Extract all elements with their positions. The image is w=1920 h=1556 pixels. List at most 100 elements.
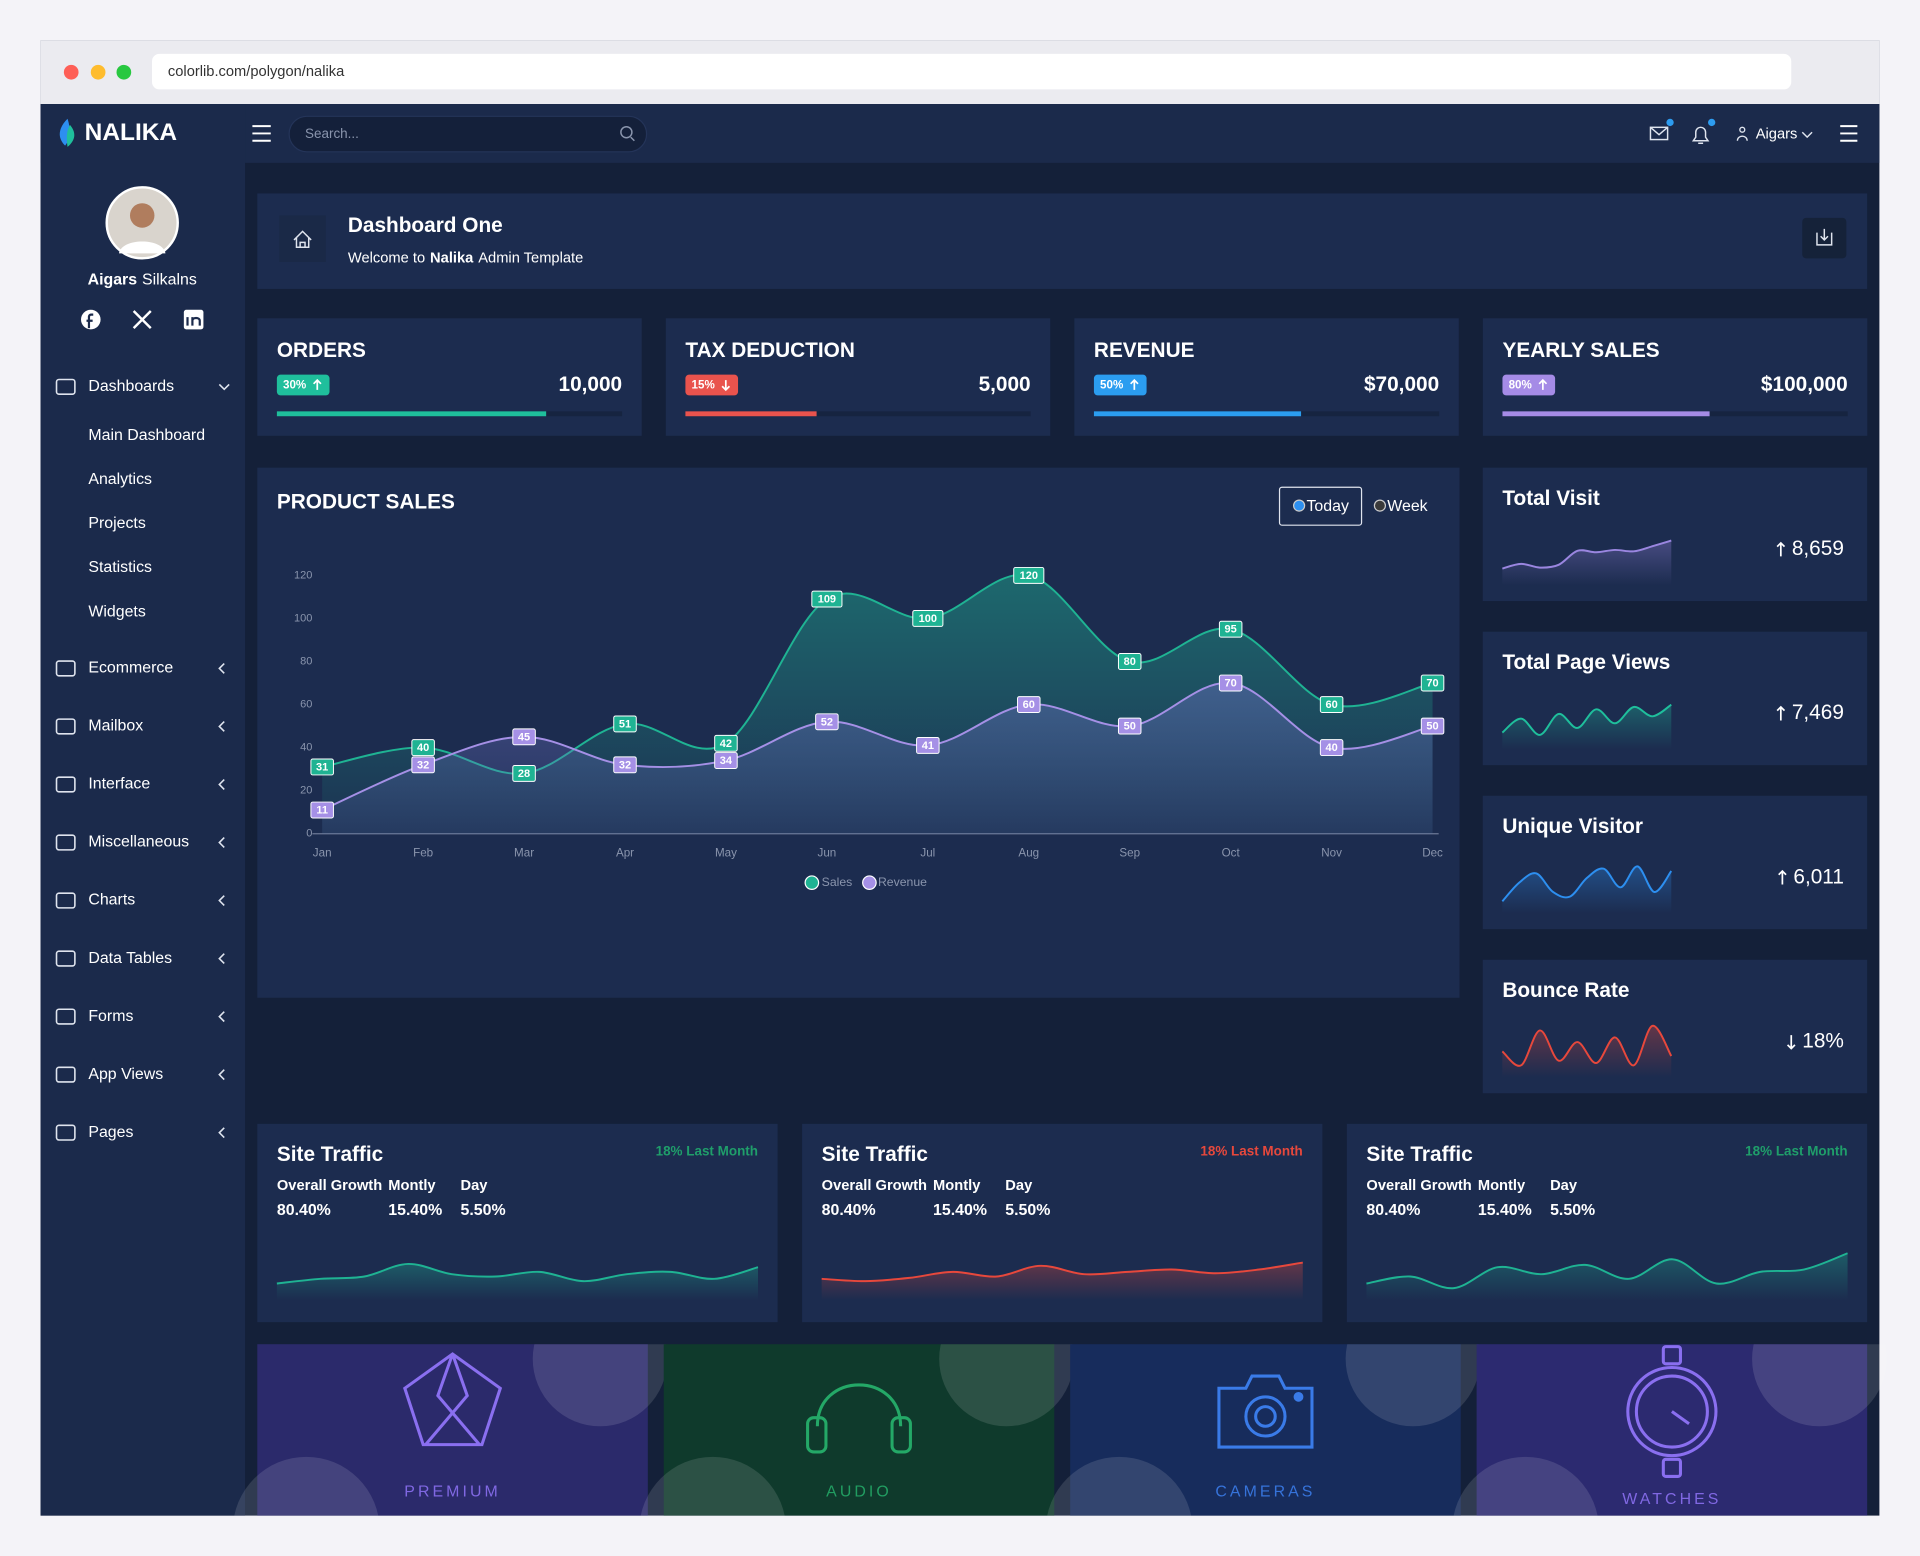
tile-label[interactable]: WATCHES xyxy=(1622,1491,1721,1508)
metric-value: 5.50% xyxy=(461,1202,506,1219)
nav-chevron[interactable] xyxy=(218,1011,225,1023)
nav-icon xyxy=(55,1124,76,1141)
nav-chevron[interactable] xyxy=(218,1127,225,1139)
nav-chevron[interactable] xyxy=(218,1069,225,1081)
stat-trend-arrow xyxy=(721,380,731,392)
category-tile[interactable] xyxy=(1070,1344,1461,1516)
bell-icon[interactable] xyxy=(1691,126,1710,144)
toggle-label[interactable]: Today xyxy=(1306,498,1348,515)
data-label-box xyxy=(613,756,637,774)
metric-value: 80.40% xyxy=(822,1202,876,1219)
category-tile[interactable] xyxy=(257,1344,648,1516)
stat-badge-text: 80% xyxy=(1509,379,1533,392)
data-label: 70 xyxy=(1426,678,1438,690)
category-tile[interactable] xyxy=(1476,1344,1868,1516)
nav-subitem[interactable]: Widgets xyxy=(88,603,146,620)
camera-icon xyxy=(1217,1374,1314,1449)
download-icon xyxy=(1816,228,1833,246)
x-tick-label: Jan xyxy=(313,846,332,859)
y-tick-label: 80 xyxy=(300,655,312,667)
toggle-label[interactable]: Week xyxy=(1387,498,1427,515)
nav-item[interactable]: Pages xyxy=(88,1124,133,1141)
tile-bubble xyxy=(939,1344,1074,1427)
user-name[interactable]: Aigars xyxy=(1756,127,1798,143)
nav-item[interactable]: Mailbox xyxy=(88,718,143,735)
brand-name[interactable]: NALIKA xyxy=(85,119,178,146)
tile-label[interactable]: AUDIO xyxy=(826,1484,892,1501)
stat-title: YEARLY SALES xyxy=(1502,339,1659,362)
logo-mark xyxy=(66,124,75,147)
progress-bar xyxy=(1093,411,1302,417)
nav-subitem[interactable]: Analytics xyxy=(88,471,152,488)
tile-bubble xyxy=(1345,1344,1481,1427)
nav-chevron[interactable] xyxy=(218,721,225,732)
traffic-title: Site Traffic xyxy=(822,1143,928,1166)
options-menu[interactable] xyxy=(1840,125,1858,142)
mail-icon[interactable] xyxy=(1649,126,1669,141)
stat-title: REVENUE xyxy=(1094,339,1195,362)
stat-trend-arrow xyxy=(312,378,322,390)
nav-icon xyxy=(55,1066,76,1083)
nav-chevron[interactable] xyxy=(218,953,225,965)
tile-decor xyxy=(1453,1344,1887,1516)
address-bar[interactable] xyxy=(152,53,1792,90)
nav-subitem[interactable]: Main Dashboard xyxy=(88,427,205,444)
bell-dot xyxy=(1708,118,1716,127)
nav-item[interactable]: Dashboards xyxy=(88,378,174,395)
data-label: 80 xyxy=(1124,656,1136,668)
metric-value: 80.40% xyxy=(1366,1202,1420,1219)
toggle-radio[interactable] xyxy=(1292,499,1306,512)
nav-item[interactable]: Miscellaneous xyxy=(88,834,189,851)
summary-trend-arrow xyxy=(1776,541,1786,557)
nav-item[interactable]: Charts xyxy=(88,892,135,909)
nav-subitem[interactable]: Projects xyxy=(88,515,146,532)
data-label: 51 xyxy=(619,718,631,730)
data-label: 120 xyxy=(1020,570,1038,582)
data-label: 11 xyxy=(316,805,328,817)
data-label: 40 xyxy=(1325,742,1337,754)
nav-item[interactable]: Data Tables xyxy=(88,950,172,967)
watch-face-inner xyxy=(1634,1374,1709,1449)
search-input[interactable] xyxy=(288,115,648,153)
nav-chevron[interactable] xyxy=(218,837,225,848)
nav-subitem[interactable]: Statistics xyxy=(88,559,152,576)
user-chevron[interactable] xyxy=(1801,131,1813,139)
tile-label[interactable]: CAMERAS xyxy=(1215,1484,1315,1501)
nav-chevron[interactable] xyxy=(218,383,230,391)
nav-item[interactable]: App Views xyxy=(88,1066,163,1083)
x-tick-label: Mar xyxy=(514,846,534,859)
traffic-change: 18% Last Month xyxy=(1200,1144,1302,1159)
nav-chevron[interactable] xyxy=(218,662,225,674)
window-button[interactable] xyxy=(116,64,132,80)
legend-swatch xyxy=(862,875,877,891)
x-icon[interactable] xyxy=(132,310,152,329)
profile-first-name: Aigars xyxy=(88,272,138,289)
summary-trend-arrow xyxy=(1776,705,1786,721)
nav-item[interactable]: Forms xyxy=(88,1008,133,1025)
home-icon xyxy=(293,230,312,249)
x-tick-label: Jun xyxy=(818,846,837,859)
search-icon[interactable] xyxy=(620,126,635,142)
category-tile[interactable] xyxy=(663,1344,1055,1516)
toggle-radio[interactable] xyxy=(1373,499,1387,512)
mail-dot xyxy=(1666,118,1674,127)
tile-bubble xyxy=(1453,1456,1598,1516)
sparkline-area xyxy=(276,1263,759,1301)
menu-toggle[interactable] xyxy=(252,125,271,142)
tile-label[interactable]: PREMIUM xyxy=(404,1484,501,1501)
sparkline-area xyxy=(1366,1253,1848,1301)
toggle-active[interactable] xyxy=(1278,486,1363,526)
window-button[interactable] xyxy=(90,64,106,80)
metric-value: 80.40% xyxy=(277,1202,331,1219)
legend-swatch xyxy=(804,875,820,891)
progress-track xyxy=(685,411,1031,417)
data-label: 34 xyxy=(720,755,733,767)
facebook-icon[interactable] xyxy=(81,309,101,330)
data-label: 41 xyxy=(922,740,934,752)
nav-chevron[interactable] xyxy=(218,895,225,907)
window-button[interactable] xyxy=(63,64,79,80)
nav-item[interactable]: Interface xyxy=(88,776,150,793)
nav-item[interactable]: Ecommerce xyxy=(88,660,173,677)
x-tick-label: Feb xyxy=(413,846,433,859)
nav-chevron[interactable] xyxy=(218,779,225,790)
